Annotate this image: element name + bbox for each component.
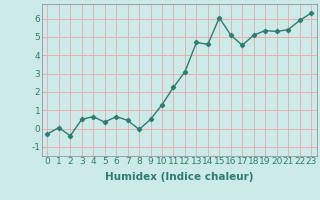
X-axis label: Humidex (Indice chaleur): Humidex (Indice chaleur): [105, 172, 253, 182]
